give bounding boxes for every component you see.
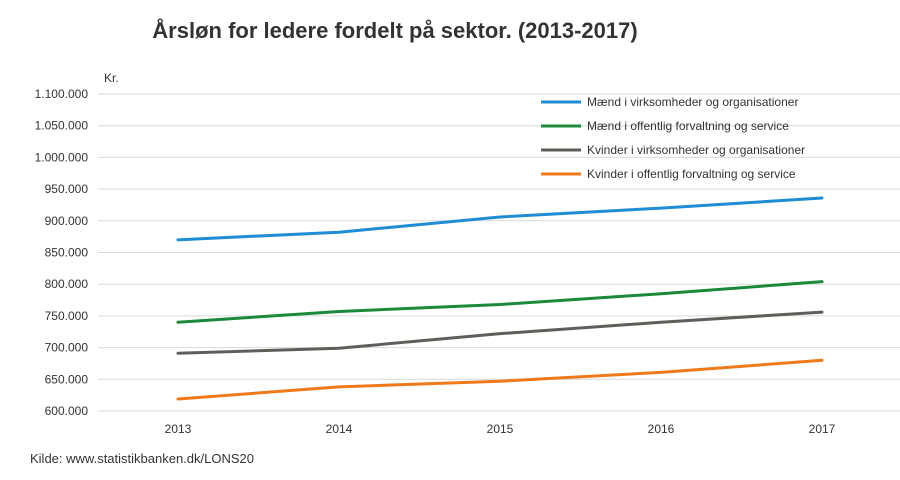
x-tick-label: 2014: [326, 422, 353, 436]
legend-label: Kvinder i virksomheder og organisationer: [587, 143, 805, 157]
x-tick-label: 2016: [648, 422, 675, 436]
y-tick-label: 900.000: [45, 214, 89, 228]
legend-label: Mænd i offentlig forvaltning og service: [587, 119, 789, 133]
y-tick-label: 650.000: [45, 372, 89, 386]
series-line-1: [176, 196, 824, 242]
chart-title: Årsløn for ledere fordelt på sektor. (20…: [152, 18, 638, 43]
y-tick-label: 950.000: [45, 182, 89, 196]
y-tick-label: 1.100.000: [35, 87, 89, 101]
x-tick-label: 2017: [809, 422, 836, 436]
y-tick-label: 800.000: [45, 277, 89, 291]
y-tick-label: 700.000: [45, 341, 89, 355]
y-tick-label: 750.000: [45, 309, 89, 323]
series-line-4: [176, 358, 824, 401]
x-tick-label: 2015: [487, 422, 514, 436]
x-tick-label: 2013: [165, 422, 192, 436]
source-note: Kilde: www.statistikbanken.dk/LONS20: [30, 451, 254, 466]
series-line-3: [176, 310, 824, 355]
legend-label: Mænd i virksomheder og organisationer: [587, 95, 798, 109]
y-tick-label: 1.050.000: [35, 119, 89, 133]
series-line-2: [176, 280, 824, 324]
y-tick-label: 1.000.000: [35, 150, 89, 164]
y-tick-label: 600.000: [45, 404, 89, 418]
y-tick-label: 850.000: [45, 246, 89, 260]
legend-label: Kvinder i offentlig forvaltning og servi…: [587, 167, 796, 181]
y-axis-label: Kr.: [104, 71, 119, 85]
